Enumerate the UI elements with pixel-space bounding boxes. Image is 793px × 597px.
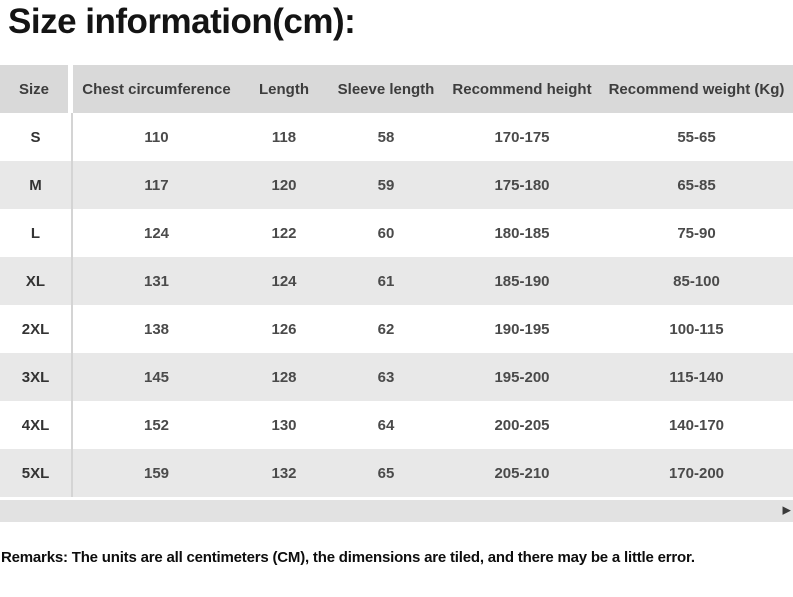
column-header-sleeve: Sleeve length bbox=[337, 80, 435, 98]
horizontal-scrollbar[interactable]: ▶ bbox=[0, 500, 793, 522]
cell-weight: 170-200 bbox=[668, 464, 725, 482]
page-title: Size information(cm): bbox=[8, 2, 356, 41]
table-row: S 110 118 58 170-175 55-65 bbox=[0, 113, 793, 161]
size-label: M bbox=[0, 161, 73, 209]
cell-length: 132 bbox=[271, 464, 297, 482]
cell-chest: 138 bbox=[143, 320, 170, 338]
cell-length: 118 bbox=[271, 128, 297, 146]
cell-chest: 131 bbox=[143, 272, 170, 290]
cell-sleeve: 60 bbox=[377, 224, 395, 242]
cell-chest: 110 bbox=[144, 128, 169, 146]
cell-height: 185-190 bbox=[494, 272, 550, 290]
cell-length: 126 bbox=[271, 320, 297, 338]
table-row: 5XL 159 132 65 205-210 170-200 bbox=[0, 449, 793, 497]
cell-height: 170-175 bbox=[494, 128, 550, 146]
cell-weight: 115-140 bbox=[669, 368, 724, 386]
column-header-height: Recommend height bbox=[452, 80, 592, 98]
cell-chest: 124 bbox=[143, 224, 170, 242]
cell-length: 128 bbox=[271, 368, 297, 386]
cell-chest: 145 bbox=[143, 368, 170, 386]
cell-length: 122 bbox=[271, 224, 297, 242]
size-label: S bbox=[0, 113, 73, 161]
table-row: M 117 120 59 175-180 65-85 bbox=[0, 161, 793, 209]
table-row: 2XL 138 126 62 190-195 100-115 bbox=[0, 305, 793, 353]
cell-length: 124 bbox=[271, 272, 297, 290]
table-row: 4XL 152 130 64 200-205 140-170 bbox=[0, 401, 793, 449]
cell-sleeve: 65 bbox=[377, 464, 395, 482]
size-label: 2XL bbox=[0, 305, 73, 353]
cell-length: 120 bbox=[271, 176, 297, 194]
cell-height: 205-210 bbox=[494, 464, 550, 482]
size-label: XL bbox=[0, 257, 73, 305]
table-row: XL 131 124 61 185-190 85-100 bbox=[0, 257, 793, 305]
column-header-size: Size bbox=[0, 65, 73, 113]
cell-length: 130 bbox=[271, 416, 297, 434]
cell-sleeve: 59 bbox=[377, 176, 395, 194]
cell-chest: 117 bbox=[144, 176, 169, 194]
column-header-chest: Chest circumference bbox=[82, 80, 231, 98]
cell-height: 175-180 bbox=[494, 176, 550, 194]
size-label: 5XL bbox=[0, 449, 73, 497]
scroll-right-icon[interactable]: ▶ bbox=[782, 504, 791, 517]
cell-sleeve: 63 bbox=[377, 368, 395, 386]
cell-weight: 55-65 bbox=[677, 128, 716, 146]
size-label: 3XL bbox=[0, 353, 73, 401]
size-table: Size Chest circumference Length Sleeve l… bbox=[0, 65, 793, 497]
cell-height: 195-200 bbox=[494, 368, 550, 386]
size-label: 4XL bbox=[0, 401, 73, 449]
table-header-row: Size Chest circumference Length Sleeve l… bbox=[0, 65, 793, 113]
cell-sleeve: 64 bbox=[377, 416, 395, 434]
table-row: L 124 122 60 180-185 75-90 bbox=[0, 209, 793, 257]
remarks-text: Remarks: The units are all centimeters (… bbox=[1, 549, 695, 566]
cell-weight: 65-85 bbox=[677, 176, 716, 194]
column-header-weight: Recommend weight (Kg) bbox=[608, 80, 785, 98]
cell-sleeve: 61 bbox=[377, 272, 395, 290]
table-row: 3XL 145 128 63 195-200 115-140 bbox=[0, 353, 793, 401]
cell-weight: 100-115 bbox=[669, 320, 724, 338]
cell-height: 200-205 bbox=[494, 416, 550, 434]
cell-sleeve: 62 bbox=[377, 320, 395, 338]
size-label: L bbox=[0, 209, 73, 257]
cell-sleeve: 58 bbox=[377, 128, 395, 146]
cell-chest: 152 bbox=[143, 416, 170, 434]
cell-weight: 85-100 bbox=[673, 272, 720, 290]
cell-weight: 140-170 bbox=[668, 416, 725, 434]
cell-weight: 75-90 bbox=[677, 224, 716, 242]
cell-chest: 159 bbox=[143, 464, 170, 482]
cell-height: 190-195 bbox=[494, 320, 550, 338]
cell-height: 180-185 bbox=[494, 224, 550, 242]
column-header-length: Length bbox=[259, 80, 309, 98]
